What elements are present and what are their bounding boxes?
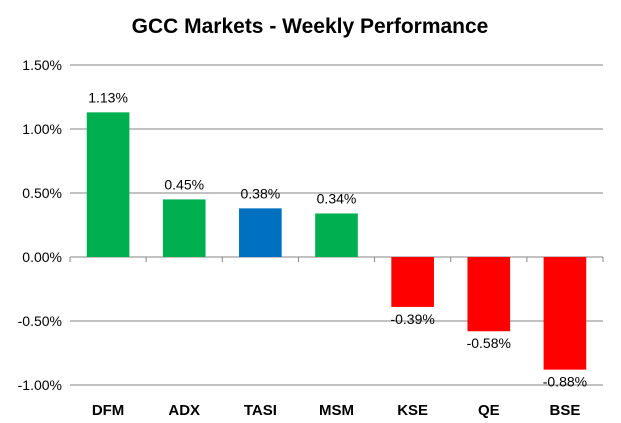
bars [69, 112, 604, 370]
x-tick-label: MSM [319, 402, 354, 419]
y-tick-label: 1.50% [22, 57, 62, 73]
chart-title: GCC Markets - Weekly Performance [132, 15, 489, 38]
x-tick-label: DFM [92, 402, 125, 419]
bar-kse [391, 257, 434, 307]
bar-bse [543, 257, 587, 370]
x-tick-label: ADX [168, 402, 200, 419]
data-label: 0.45% [164, 176, 204, 192]
y-tick-label: 0.50% [22, 185, 62, 201]
y-tick-label: -0.50% [18, 313, 62, 329]
x-tick-label: BSE [550, 402, 581, 419]
x-tick-label: TASI [244, 402, 277, 419]
data-labels: 1.13% 0.45% 0.38% 0.34% -0.39% -0.58% -0.88% [88, 89, 587, 389]
bar-msm [315, 213, 358, 257]
bar-qe [467, 257, 511, 332]
data-label: -0.88% [543, 374, 587, 390]
y-tick-label: 1.00% [22, 121, 62, 137]
data-label: -0.39% [390, 311, 434, 327]
bar-adx [162, 199, 206, 257]
x-tick-label: QE [478, 402, 500, 419]
bar-dfm [86, 112, 130, 257]
data-label: -0.58% [467, 335, 511, 351]
y-axis-ticks: 1.50% 1.00% 0.50% 0.00% -0.50% -1.00% [18, 57, 62, 393]
y-tick-label: 0.00% [22, 249, 62, 265]
x-axis-ticks: DFM ADX TASI MSM KSE QE BSE [92, 402, 581, 419]
data-label: 1.13% [88, 89, 128, 105]
bar-tasi [239, 208, 282, 257]
y-tick-label: -1.00% [18, 377, 62, 393]
x-tick-label: KSE [397, 402, 428, 419]
data-label: 0.34% [317, 190, 357, 206]
data-label: 0.38% [241, 185, 281, 201]
